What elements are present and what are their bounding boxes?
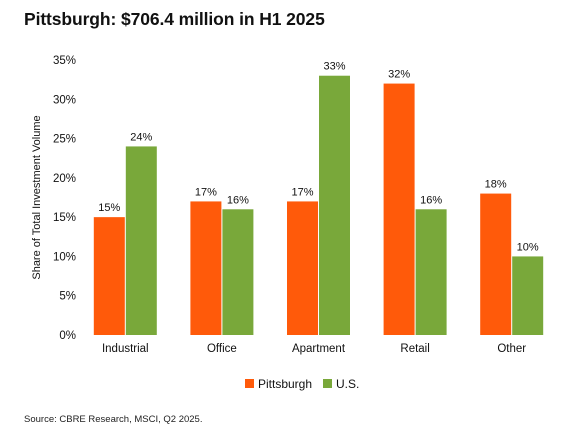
y-tick-label: 20%: [53, 173, 76, 185]
chart-title: Pittsburgh: $706.4 million in H1 2025: [24, 9, 325, 29]
x-tick-label: Office: [207, 343, 237, 355]
y-tick-label: 30%: [53, 94, 76, 106]
bar-us-industrial: [125, 146, 157, 335]
data-label: 15%: [98, 202, 120, 214]
bar-pittsburgh-apartment: [287, 201, 318, 335]
bar-us-retail: [415, 209, 447, 335]
data-label: 18%: [485, 179, 507, 191]
bar-pittsburgh-retail: [383, 83, 415, 335]
data-label: 33%: [323, 61, 345, 73]
bar-pittsburgh-office: [190, 201, 222, 335]
y-tick-label: 35%: [53, 55, 76, 67]
y-tick-label: 5%: [59, 291, 76, 303]
data-label: 24%: [130, 131, 152, 143]
bar-pittsburgh-industrial: [93, 217, 125, 335]
legend-swatch-pittsburgh: [245, 379, 254, 388]
x-tick-label: Apartment: [292, 343, 346, 355]
legend-label-us: U.S.: [336, 377, 359, 391]
y-tick-label: 15%: [53, 212, 76, 224]
bar-us-apartment: [319, 75, 350, 335]
x-tick-label: Industrial: [102, 343, 149, 355]
data-label: 17%: [291, 186, 313, 198]
bar-us-office: [222, 209, 254, 335]
data-label: 16%: [227, 194, 249, 206]
y-tick-label: 25%: [53, 134, 76, 146]
bar-pittsburgh-other: [480, 193, 512, 335]
data-label: 17%: [195, 186, 217, 198]
y-tick-label: 10%: [53, 251, 76, 263]
data-label: 32%: [388, 69, 410, 81]
source-note: Source: CBRE Research, MSCI, Q2 2025.: [24, 414, 203, 425]
x-tick-label: Other: [497, 343, 526, 355]
data-label: 16%: [420, 194, 442, 206]
legend-label-pittsburgh: Pittsburgh: [258, 377, 312, 391]
data-label: 10%: [517, 241, 539, 253]
bar-us-other: [512, 256, 544, 335]
legend-swatch-us: [323, 379, 332, 388]
y-tick-label: 0%: [59, 330, 76, 342]
y-axis-label: Share of Total Investment Volume: [31, 115, 43, 279]
x-tick-label: Retail: [400, 343, 429, 355]
